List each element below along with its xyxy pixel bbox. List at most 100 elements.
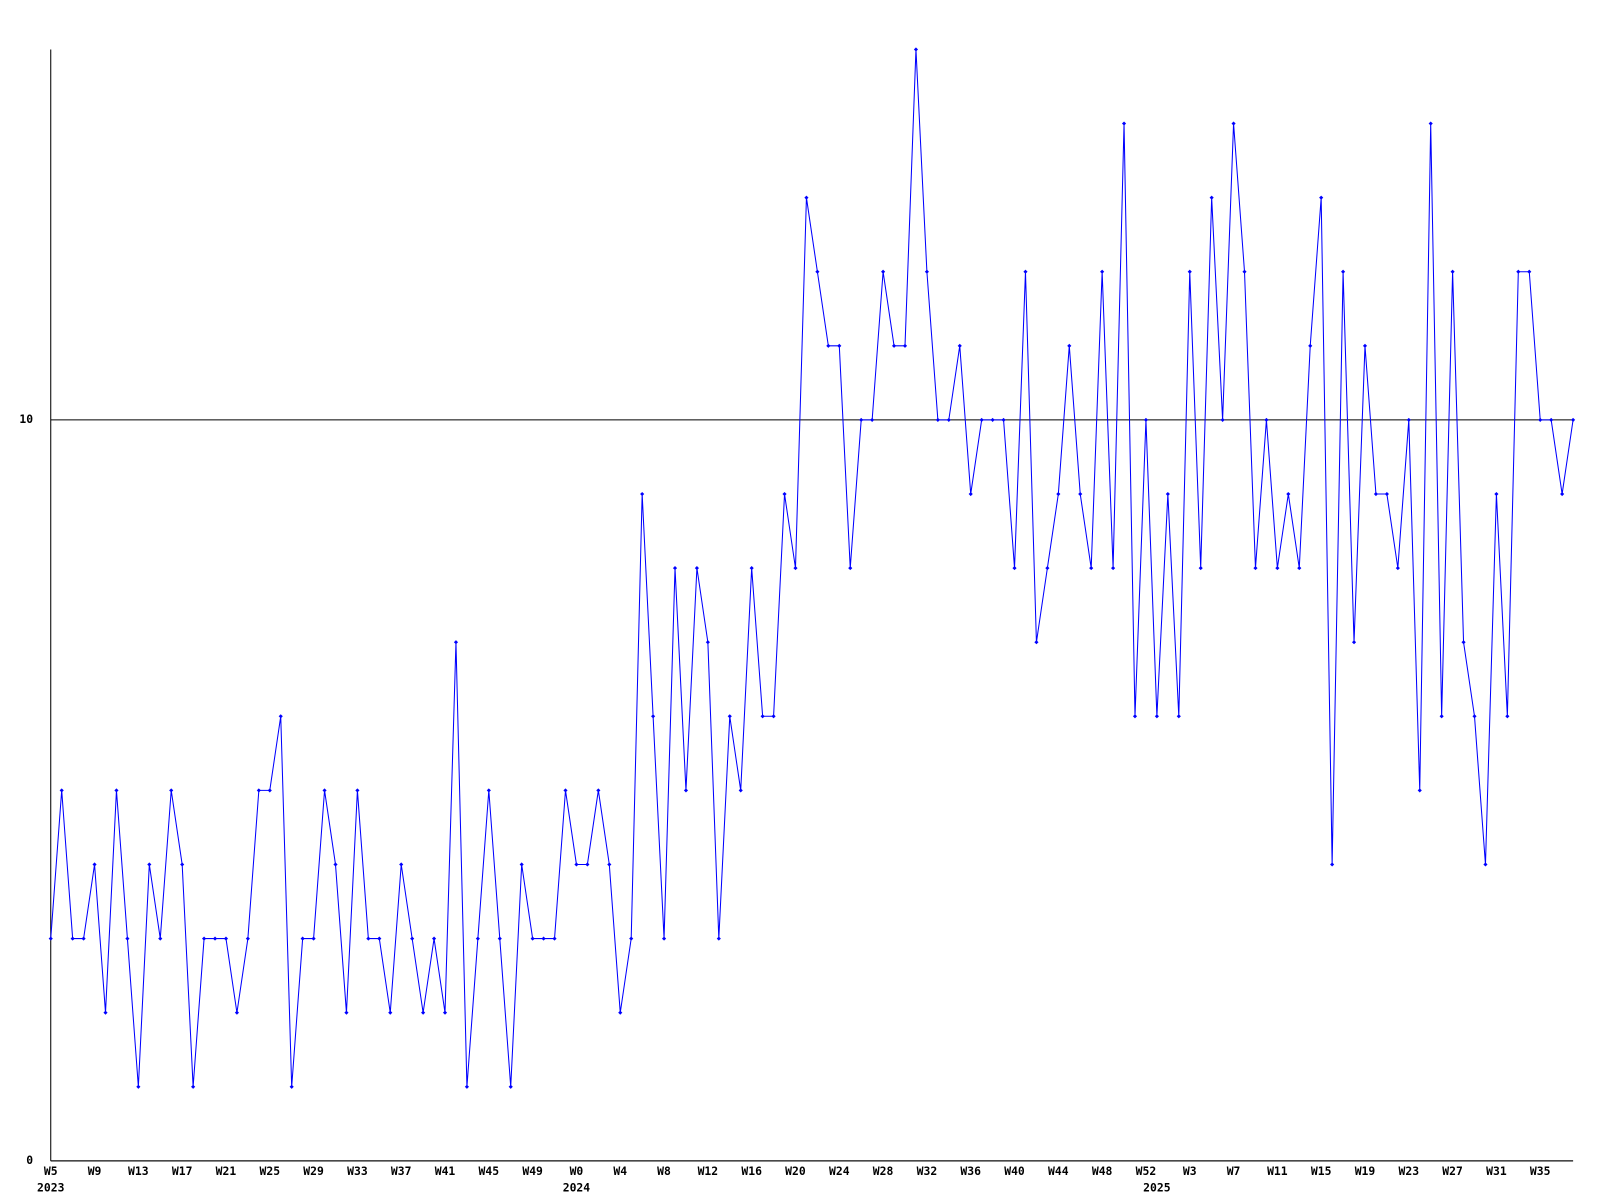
data-point (1034, 640, 1039, 645)
data-point (826, 343, 831, 348)
data-point (804, 195, 809, 200)
x-tick-label: W9 (88, 1164, 102, 1178)
data-point (223, 936, 229, 941)
x-tick-label: W12 (698, 1164, 719, 1178)
y-tick-label: 0 (26, 1153, 33, 1167)
data-point (1362, 343, 1368, 348)
data-point (1121, 121, 1127, 126)
data-point (848, 566, 853, 571)
x-tick-label: W25 (259, 1164, 280, 1178)
x-tick-label: W40 (1004, 1164, 1025, 1178)
data-point (1395, 566, 1400, 571)
data-point (563, 788, 568, 793)
x-tick-label: W28 (873, 1164, 894, 1178)
data-point (661, 936, 667, 941)
data-point (683, 788, 689, 793)
data-point (191, 1084, 196, 1089)
data-point (1571, 417, 1576, 422)
data-point (1154, 714, 1159, 719)
x-tick-label: W19 (1355, 1164, 1376, 1178)
data-point (114, 788, 119, 793)
data-point (1483, 862, 1488, 867)
x-tick-label: W24 (829, 1164, 850, 1178)
x-tick-label: W33 (347, 1164, 368, 1178)
data-point (771, 714, 776, 719)
x-tick-label: W13 (128, 1164, 149, 1178)
data-point (1176, 714, 1181, 719)
data-point (256, 788, 261, 793)
data-point (607, 862, 612, 867)
data-point (651, 714, 656, 719)
x-tick-label: W23 (1399, 1164, 1420, 1178)
x-tick-label: W29 (303, 1164, 324, 1178)
x-tick-label: W7 (1227, 1164, 1241, 1178)
data-point (169, 788, 174, 793)
data-point (421, 1010, 426, 1015)
x-year-label: 2024 (563, 1181, 591, 1195)
data-point (1111, 566, 1116, 571)
data-point (902, 343, 908, 348)
data-point (399, 862, 404, 867)
x-tick-label: W27 (1442, 1164, 1463, 1178)
data-point (1341, 269, 1346, 274)
x-tick-label: W48 (1092, 1164, 1113, 1178)
data-line (50, 49, 1574, 1087)
x-tick-label: W21 (216, 1164, 237, 1178)
x-tick-label: W5 (44, 1164, 58, 1178)
x-tick-label: W45 (479, 1164, 500, 1178)
data-point (1560, 491, 1565, 497)
data-point (1428, 121, 1433, 126)
data-point (935, 417, 940, 422)
data-point (267, 788, 272, 793)
data-point (552, 936, 557, 941)
data-point (782, 491, 787, 497)
data-point (333, 862, 338, 867)
data-point (1516, 269, 1521, 274)
data-point (1351, 640, 1357, 645)
data-point (574, 862, 579, 867)
x-tick-label: W20 (785, 1164, 806, 1178)
data-point (453, 640, 459, 645)
data-point (1220, 417, 1225, 422)
data-point (1132, 714, 1138, 719)
data-point (968, 491, 973, 497)
data-point (913, 47, 919, 52)
data-point (1089, 566, 1094, 571)
data-point (70, 936, 75, 941)
data-point (979, 417, 984, 422)
data-point (859, 417, 864, 422)
data-point (694, 566, 699, 571)
data-point (377, 936, 382, 941)
data-point (234, 1010, 239, 1015)
data-point (881, 269, 886, 274)
data-point (541, 936, 546, 941)
data-point (585, 862, 590, 867)
data-point (311, 936, 316, 941)
data-point (1198, 566, 1203, 571)
data-point (508, 1084, 513, 1089)
data-point (1187, 269, 1192, 274)
data-point (92, 862, 97, 867)
x-year-label: 2025 (1143, 1181, 1171, 1195)
data-point (289, 1084, 294, 1089)
data-point (596, 788, 601, 793)
data-point (1012, 566, 1017, 571)
data-point (957, 343, 962, 348)
data-point (1253, 566, 1258, 571)
data-point (1275, 566, 1280, 571)
data-point (727, 714, 732, 719)
x-tick-label: W3 (1183, 1164, 1197, 1178)
data-point (1297, 566, 1302, 571)
data-point (180, 862, 185, 867)
data-point (475, 936, 480, 941)
data-point (136, 1084, 141, 1089)
x-year-label: 2023 (37, 1181, 65, 1195)
data-point (793, 566, 798, 571)
data-point (125, 936, 130, 941)
data-point (1165, 491, 1170, 497)
data-point (322, 788, 327, 793)
data-point (1067, 343, 1072, 348)
x-tick-label: W36 (960, 1164, 981, 1178)
